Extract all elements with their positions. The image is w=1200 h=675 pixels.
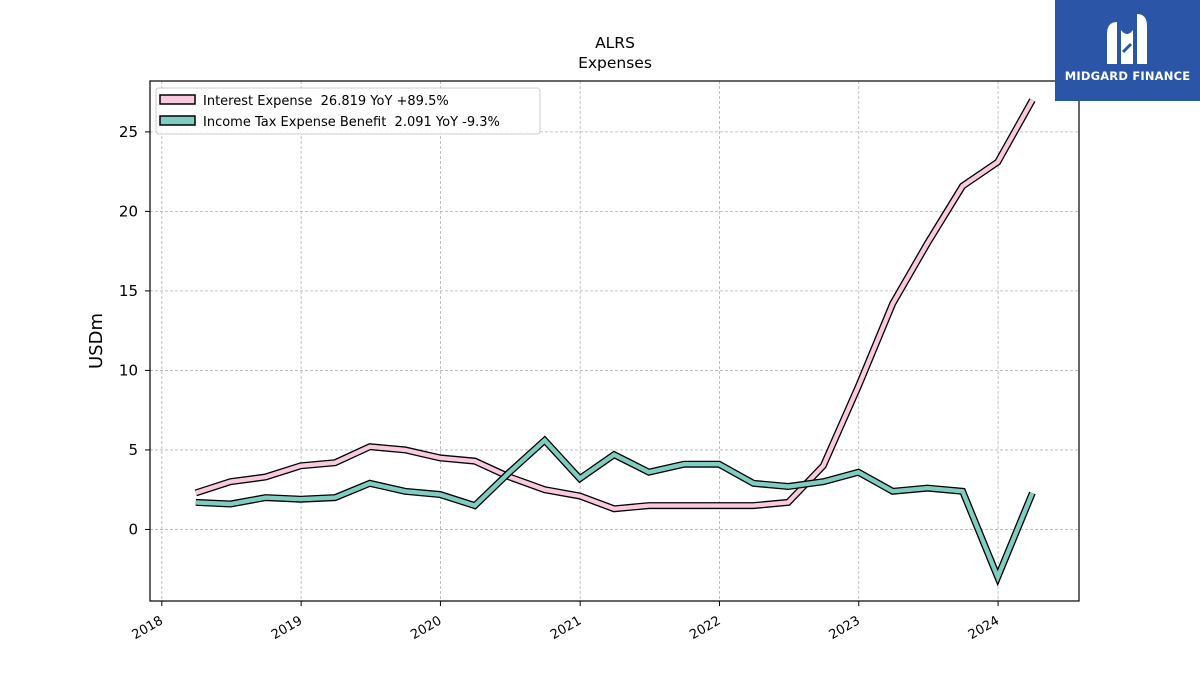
y-tick-label: 15: [119, 282, 138, 300]
legend-swatch-income-tax-expense-benefit: [159, 115, 196, 126]
legend-swatch-interest-expense: [159, 94, 196, 105]
x-tick-label: 2019: [269, 613, 305, 643]
legend-label-income-tax-expense-benefit: Income Tax Expense Benefit 2.091 YoY -9.…: [203, 115, 500, 130]
y-axis-label: USDm: [86, 313, 107, 369]
series-outline-interest-expense: [194, 98, 1036, 513]
x-tick-label: 2023: [827, 613, 863, 643]
legend-frame: [155, 87, 541, 135]
brand-name: MIDGARD FINANCE: [1064, 69, 1191, 83]
series-line-income-tax-expense-benefit: [195, 437, 1035, 583]
y-tick-label: 5: [128, 441, 138, 459]
y-tick-label: 10: [119, 361, 138, 379]
x-tick-label: 2022: [687, 613, 723, 643]
brand-logo: MIDGARD FINANCE: [1055, 0, 1200, 101]
y-tick-label: 25: [119, 123, 138, 141]
series-lines: [194, 98, 1036, 587]
x-axis-ticks: 2018 2019 2020 2021 2022 2023 2024: [130, 601, 1002, 643]
x-tick-label: 2024: [966, 613, 1002, 643]
legend: Interest Expense 26.819 YoY +89.5% Incom…: [155, 87, 541, 135]
plot-area-frame: [149, 80, 1080, 602]
y-tick-label: 20: [119, 202, 138, 220]
y-tick-label: 0: [128, 520, 138, 538]
x-tick-label: 2021: [548, 613, 584, 643]
chart-subtitle: Expenses: [578, 54, 652, 72]
series-line-interest-expense: [195, 99, 1035, 512]
y-axis-ticks: 0 5 10 15 20 25: [119, 123, 150, 538]
legend-label-interest-expense: Interest Expense 26.819 YoY +89.5%: [203, 94, 449, 109]
midgard-m-logo-icon: [1107, 14, 1147, 64]
x-tick-label: 2020: [408, 613, 444, 643]
grid: [150, 81, 1079, 601]
x-tick-label: 2018: [130, 613, 166, 643]
chart-title: ALRS: [595, 34, 635, 52]
